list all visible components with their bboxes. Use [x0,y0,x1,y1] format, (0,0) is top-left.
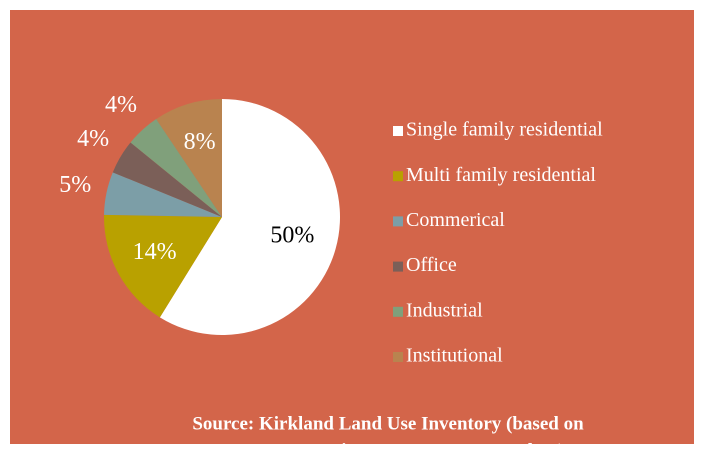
pie-slice [112,142,222,217]
pie-slice [159,99,340,335]
data-label: 5% [59,172,91,198]
legend-swatch [393,216,403,227]
legend-label: Industrial [406,299,483,321]
legend-label: Commerical [406,209,505,231]
legend-swatch [393,306,403,317]
pie-slice [130,119,222,217]
data-label: 4% [105,92,137,118]
legend-swatch [393,126,403,136]
caption: Source: Kirkland Land Use Inventory (bas… [192,413,584,434]
legend-swatch [393,261,403,272]
legend-label: Office [406,254,457,276]
legend-swatch [393,171,403,182]
data-label: 4% [77,126,109,152]
legend-swatch [393,352,403,362]
data-label: 50% [270,223,314,249]
legend-label: Multi family residential [406,164,596,186]
data-label: 8% [184,129,216,155]
caption: January 2004 King County Assessor's data… [211,440,564,461]
pie-slice [156,99,222,217]
legend-label: Single family residential [406,119,603,141]
data-label: 14% [133,239,177,265]
legend-label: Institutional [406,345,503,367]
pie-slice [104,172,222,217]
pie-slice [104,214,222,318]
